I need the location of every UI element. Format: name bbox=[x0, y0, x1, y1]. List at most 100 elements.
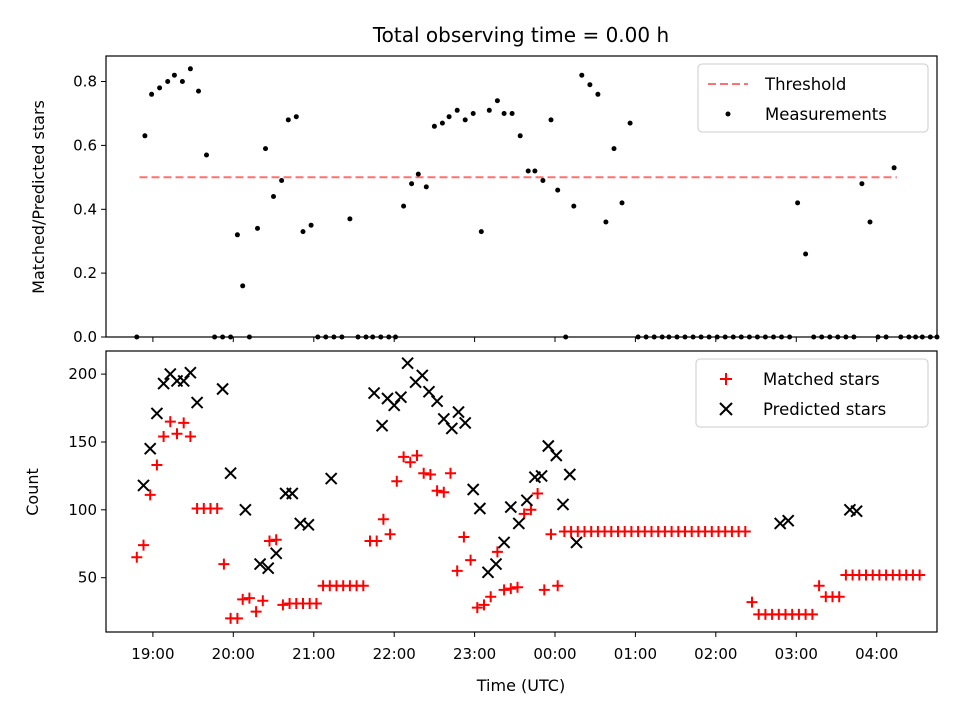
x-tick-label: 04:00 bbox=[855, 645, 898, 663]
top-axes-frame bbox=[105, 55, 938, 338]
matched-star-marker bbox=[184, 431, 196, 442]
predicted-legend-swatch bbox=[719, 402, 733, 416]
matched-star-marker bbox=[377, 513, 389, 525]
matched-legend-label: Matched stars bbox=[763, 370, 880, 389]
matched-star-marker bbox=[310, 598, 322, 609]
bottom-panel: 50 100 150 200 19:00 20:00 21:00 22:00 23:00 00:… bbox=[23, 350, 938, 695]
bottom-y-tick-label: 200 bbox=[68, 365, 97, 383]
top-y-axis-label: Matched/Predicted stars bbox=[29, 100, 48, 294]
matched-star-marker bbox=[243, 592, 255, 604]
matched-star-marker bbox=[451, 565, 463, 577]
measurement-point bbox=[867, 219, 873, 225]
measurement-point bbox=[293, 114, 299, 120]
measurement-point bbox=[165, 79, 171, 84]
bottom-y-tick-label: 150 bbox=[68, 433, 97, 451]
predicted-star-marker bbox=[563, 468, 577, 481]
predicted-star-marker bbox=[437, 412, 451, 426]
predicted-star-marker bbox=[497, 536, 511, 549]
matched-star-marker bbox=[485, 591, 497, 603]
matched-star-marker bbox=[138, 539, 149, 551]
top-x-ticks bbox=[152, 337, 878, 342]
matched-star-marker bbox=[371, 535, 383, 547]
predicted-star-marker bbox=[324, 472, 338, 485]
predicted-star-marker bbox=[781, 514, 795, 527]
matched-star-marker bbox=[257, 595, 269, 607]
bottom-y-ticks: 50 100 150 200 bbox=[68, 365, 106, 587]
matched-star-marker bbox=[478, 599, 490, 611]
measurement-point bbox=[627, 120, 633, 126]
matched-star-marker bbox=[525, 504, 537, 516]
top-legend: Threshold Measurements bbox=[697, 63, 929, 133]
predicted-star-marker bbox=[550, 449, 563, 462]
measurement-point bbox=[279, 178, 285, 183]
measurement-point bbox=[595, 91, 601, 97]
measurement-point bbox=[548, 117, 554, 123]
predicted-star-marker bbox=[367, 386, 381, 400]
measurements-legend-swatch bbox=[725, 111, 731, 117]
measurement-point bbox=[271, 194, 276, 199]
measurement-point bbox=[891, 165, 897, 171]
top-panel: 0.00.20.40.60.8 Matched/Predicted stars … bbox=[29, 55, 940, 346]
measurement-point bbox=[555, 187, 561, 193]
matched-star-marker bbox=[158, 431, 170, 442]
measurement-point bbox=[179, 79, 185, 84]
x-tick-label: 03:00 bbox=[775, 645, 818, 663]
predicted-star-marker bbox=[430, 394, 444, 408]
matched-star-marker bbox=[445, 467, 456, 479]
bottom-legend: Matched stars Predicted stars bbox=[695, 358, 929, 428]
measurement-point bbox=[509, 111, 515, 116]
measurement-point bbox=[196, 88, 201, 94]
predicted-star-marker bbox=[452, 405, 465, 419]
measurement-point bbox=[171, 72, 177, 78]
measurement-point bbox=[462, 117, 468, 123]
x-tick-label: 20:00 bbox=[212, 645, 255, 663]
x-tick-label: 02:00 bbox=[694, 645, 737, 663]
matched-star-marker bbox=[178, 417, 190, 429]
measurement-point bbox=[501, 111, 507, 116]
matched-star-marker bbox=[739, 526, 751, 537]
predicted-star-marker bbox=[773, 517, 787, 530]
measurement-point bbox=[142, 133, 148, 139]
threshold-legend-label: Threshold bbox=[764, 75, 846, 94]
measurement-point bbox=[401, 203, 407, 209]
matched-star-marker bbox=[384, 528, 396, 540]
measurement-point bbox=[285, 117, 291, 123]
predicted-star-marker bbox=[489, 557, 503, 571]
measurement-point bbox=[494, 98, 500, 104]
measurement-point bbox=[204, 152, 209, 158]
measurement-point bbox=[240, 283, 246, 289]
bottom-y-tick-label: 100 bbox=[68, 501, 97, 519]
x-axis-label: Time (UTC) bbox=[476, 676, 565, 695]
bottom-legend-box bbox=[695, 358, 929, 428]
matched-star-marker bbox=[518, 508, 530, 520]
predicted-star-marker bbox=[224, 466, 237, 480]
matched-star-marker bbox=[471, 602, 483, 614]
top-y-tick-label: 0.4 bbox=[73, 200, 97, 218]
predicted-star-marker bbox=[375, 419, 389, 432]
measurement-point bbox=[587, 82, 593, 88]
predicted-star-marker bbox=[261, 561, 275, 575]
matched-star-marker bbox=[164, 416, 176, 428]
measurement-point bbox=[308, 222, 314, 228]
predicted-star-marker bbox=[473, 502, 487, 515]
predicted-star-marker bbox=[143, 442, 157, 455]
x-tick-label: 21:00 bbox=[292, 645, 335, 663]
predicted-star-marker bbox=[239, 503, 252, 517]
matched-star-marker bbox=[398, 451, 410, 463]
matched-star-marker bbox=[465, 554, 477, 566]
predicted-star-marker bbox=[253, 557, 267, 571]
matched-star-marker bbox=[505, 583, 517, 595]
matched-star-marker bbox=[431, 485, 443, 497]
predicted-legend-label: Predicted stars bbox=[763, 400, 886, 419]
measurement-point bbox=[470, 111, 476, 116]
matched-legend-swatch bbox=[720, 373, 732, 385]
predicted-star-marker bbox=[445, 422, 459, 435]
matched-star-marker bbox=[498, 584, 510, 596]
matched-star-marker bbox=[264, 535, 275, 547]
predicted-star-marker bbox=[190, 396, 204, 409]
measurement-point bbox=[603, 219, 609, 225]
measurement-point bbox=[415, 171, 421, 177]
predicted-star-marker bbox=[512, 517, 526, 530]
measurement-point bbox=[525, 168, 531, 174]
